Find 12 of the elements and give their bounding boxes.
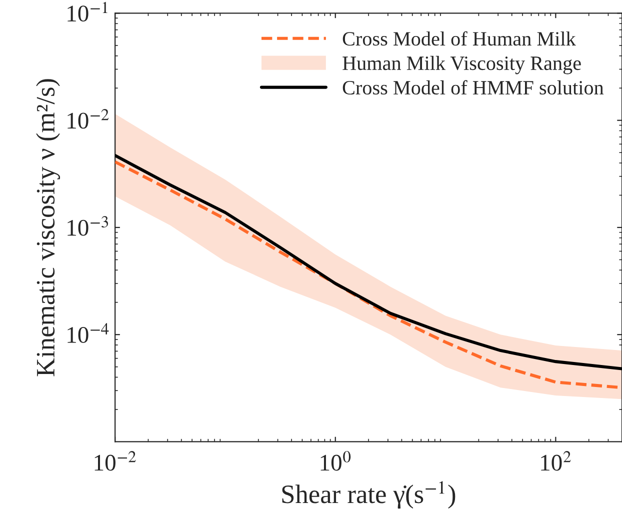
x-tick-label: 10$^{0}$ [320, 451, 351, 471]
y-axis-title: Kinematic viscosity ν (m²/s) [36, 79, 60, 376]
legend-label: Cross Model of HMMF solution [342, 80, 604, 95]
y-tick-label: 10$^{−3}$ [68, 216, 108, 236]
x-tick-label: 10$^{−2}$ [94, 451, 136, 471]
x-tick-label: 10$^{2}$ [541, 451, 571, 471]
y-tick-label: 10$^{−4}$ [68, 323, 109, 343]
legend-label: Cross Model of Human Milk [342, 31, 576, 46]
y-tick-label: 10$^{−1}$ [68, 2, 108, 22]
x-axis-title: Shear rate γ̇(s$^{−1}$) [282, 481, 456, 509]
y-tick-label: 10$^{−2}$ [68, 108, 109, 129]
legend-label: Human Milk Viscosity Range [342, 56, 581, 74]
